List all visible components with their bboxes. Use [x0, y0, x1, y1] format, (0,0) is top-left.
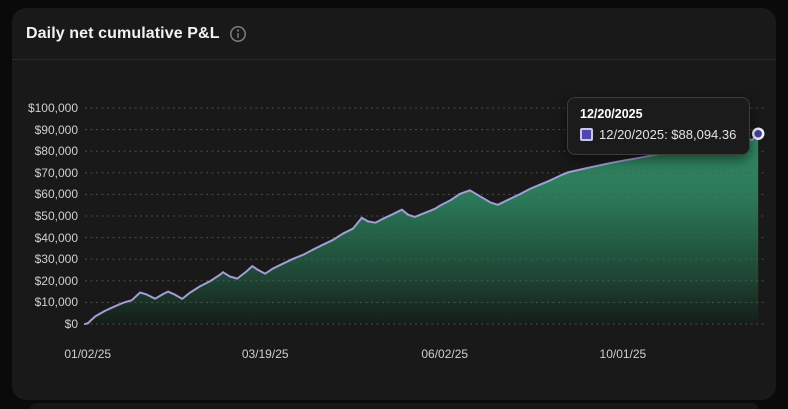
info-icon[interactable]	[229, 25, 247, 43]
y-axis-label: $40,000	[34, 230, 78, 245]
chart-tooltip: 12/20/2025 12/20/2025: $88,094.36	[567, 97, 750, 155]
tooltip-row: 12/20/2025: $88,094.36	[580, 127, 737, 142]
x-axis-label: 01/02/25	[64, 347, 112, 361]
pnl-area-fill	[85, 133, 759, 324]
y-axis-label: $20,000	[34, 273, 78, 288]
next-card-top-edge	[30, 403, 758, 409]
x-axis-label: 10/01/25	[599, 347, 647, 361]
tooltip-value-text: 12/20/2025: $88,094.36	[599, 127, 737, 142]
pnl-line	[84, 132, 760, 325]
x-axis-label: 06/02/25	[421, 347, 469, 361]
y-axis-label: $60,000	[34, 187, 78, 202]
series-swatch-icon	[580, 128, 593, 141]
y-axis-label: $30,000	[34, 252, 78, 267]
y-axis-label: $80,000	[34, 144, 78, 159]
page-title: Daily net cumulative P&L	[26, 24, 220, 42]
y-axis-label: $50,000	[34, 209, 78, 223]
tooltip-date-title: 12/20/2025	[580, 107, 643, 121]
y-axis-label: $100,000	[27, 101, 78, 115]
card-header: Daily net cumulative P&L	[12, 8, 776, 60]
y-axis-label: $70,000	[34, 165, 78, 180]
y-axis-label: $10,000	[34, 295, 78, 310]
y-axis-label: $0	[64, 317, 78, 331]
active-point-marker[interactable]	[751, 127, 765, 140]
y-axis-label: $90,000	[34, 122, 78, 137]
x-axis-label: 03/19/25	[241, 347, 289, 361]
